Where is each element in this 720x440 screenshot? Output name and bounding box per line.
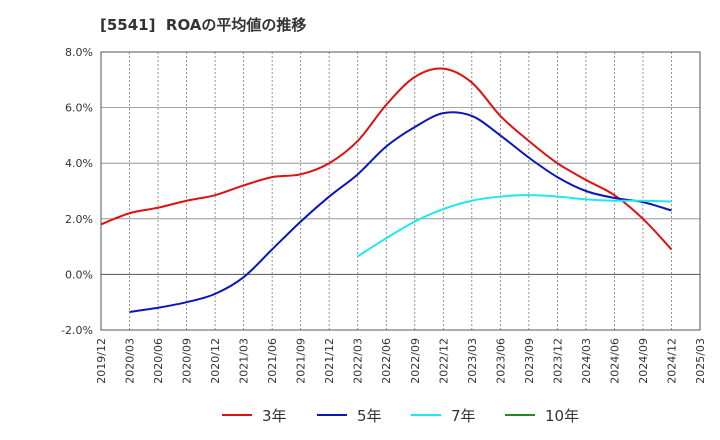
- x-tick-label: 2023/12: [551, 338, 564, 384]
- y-tick-label: 8.0%: [65, 46, 93, 59]
- y-tick-label: 0.0%: [65, 268, 93, 281]
- legend-item: 7年: [411, 402, 476, 428]
- x-tick-label: 2024/09: [637, 338, 650, 384]
- legend-item: 3年: [222, 402, 287, 428]
- series-line: [357, 194, 672, 258]
- x-tick-label: 2022/06: [380, 338, 393, 384]
- x-tick-label: 2021/09: [295, 338, 308, 384]
- plot-frame: [100, 51, 701, 331]
- series-line: [100, 67, 673, 251]
- legend-item: 5年: [317, 402, 382, 428]
- series-line: [129, 111, 672, 313]
- y-tick-label: -2.0%: [61, 324, 93, 337]
- x-tick-label: 2024/12: [665, 338, 678, 384]
- x-tick-label: 2021/06: [266, 338, 279, 384]
- legend-label: 7年: [451, 406, 476, 425]
- x-tick-label: 2022/03: [352, 338, 365, 384]
- legend-swatch: [505, 414, 535, 416]
- y-tick-label: 6.0%: [65, 102, 93, 115]
- legend: 3年 5年 7年 10年: [0, 402, 720, 430]
- x-tick-label: 2023/06: [494, 338, 507, 384]
- x-tick-label: 2020/06: [152, 338, 165, 384]
- x-tick-label: 2020/09: [181, 338, 194, 384]
- legend-swatch: [222, 414, 252, 416]
- x-tick-label: 2025/03: [694, 338, 707, 384]
- legend-label: 10年: [545, 406, 580, 425]
- legend-swatch: [317, 414, 347, 416]
- x-tick-label: 2020/12: [209, 338, 222, 384]
- chart-title: [5541] ROAの平均値の推移: [100, 16, 307, 34]
- x-tick-label: 2020/03: [124, 338, 137, 384]
- legend-label: 3年: [262, 406, 287, 425]
- x-tick-label: 2024/03: [580, 338, 593, 384]
- x-tick-label: 2022/12: [437, 338, 450, 384]
- legend-item: 10年: [505, 402, 579, 428]
- y-tick-label: 4.0%: [65, 157, 93, 170]
- y-tick-label: 2.0%: [65, 213, 93, 226]
- axes: -2.0% 0.0% 2.0% 4.0% 6.0% 8.0% 2019/12 2020/03 2…: [61, 46, 707, 384]
- x-tick-label: 2024/06: [608, 338, 621, 384]
- grid-lines: [101, 52, 700, 330]
- x-tick-label: 2023/09: [523, 338, 536, 384]
- series-lines: [100, 67, 673, 313]
- x-tick-label: 2023/03: [466, 338, 479, 384]
- x-tick-label: 2019/12: [95, 338, 108, 384]
- x-tick-label: 2022/09: [409, 338, 422, 384]
- x-tick-label: 2021/03: [238, 338, 251, 384]
- legend-swatch: [411, 414, 441, 416]
- legend-label: 5年: [357, 406, 382, 425]
- x-tick-label: 2021/12: [323, 338, 336, 384]
